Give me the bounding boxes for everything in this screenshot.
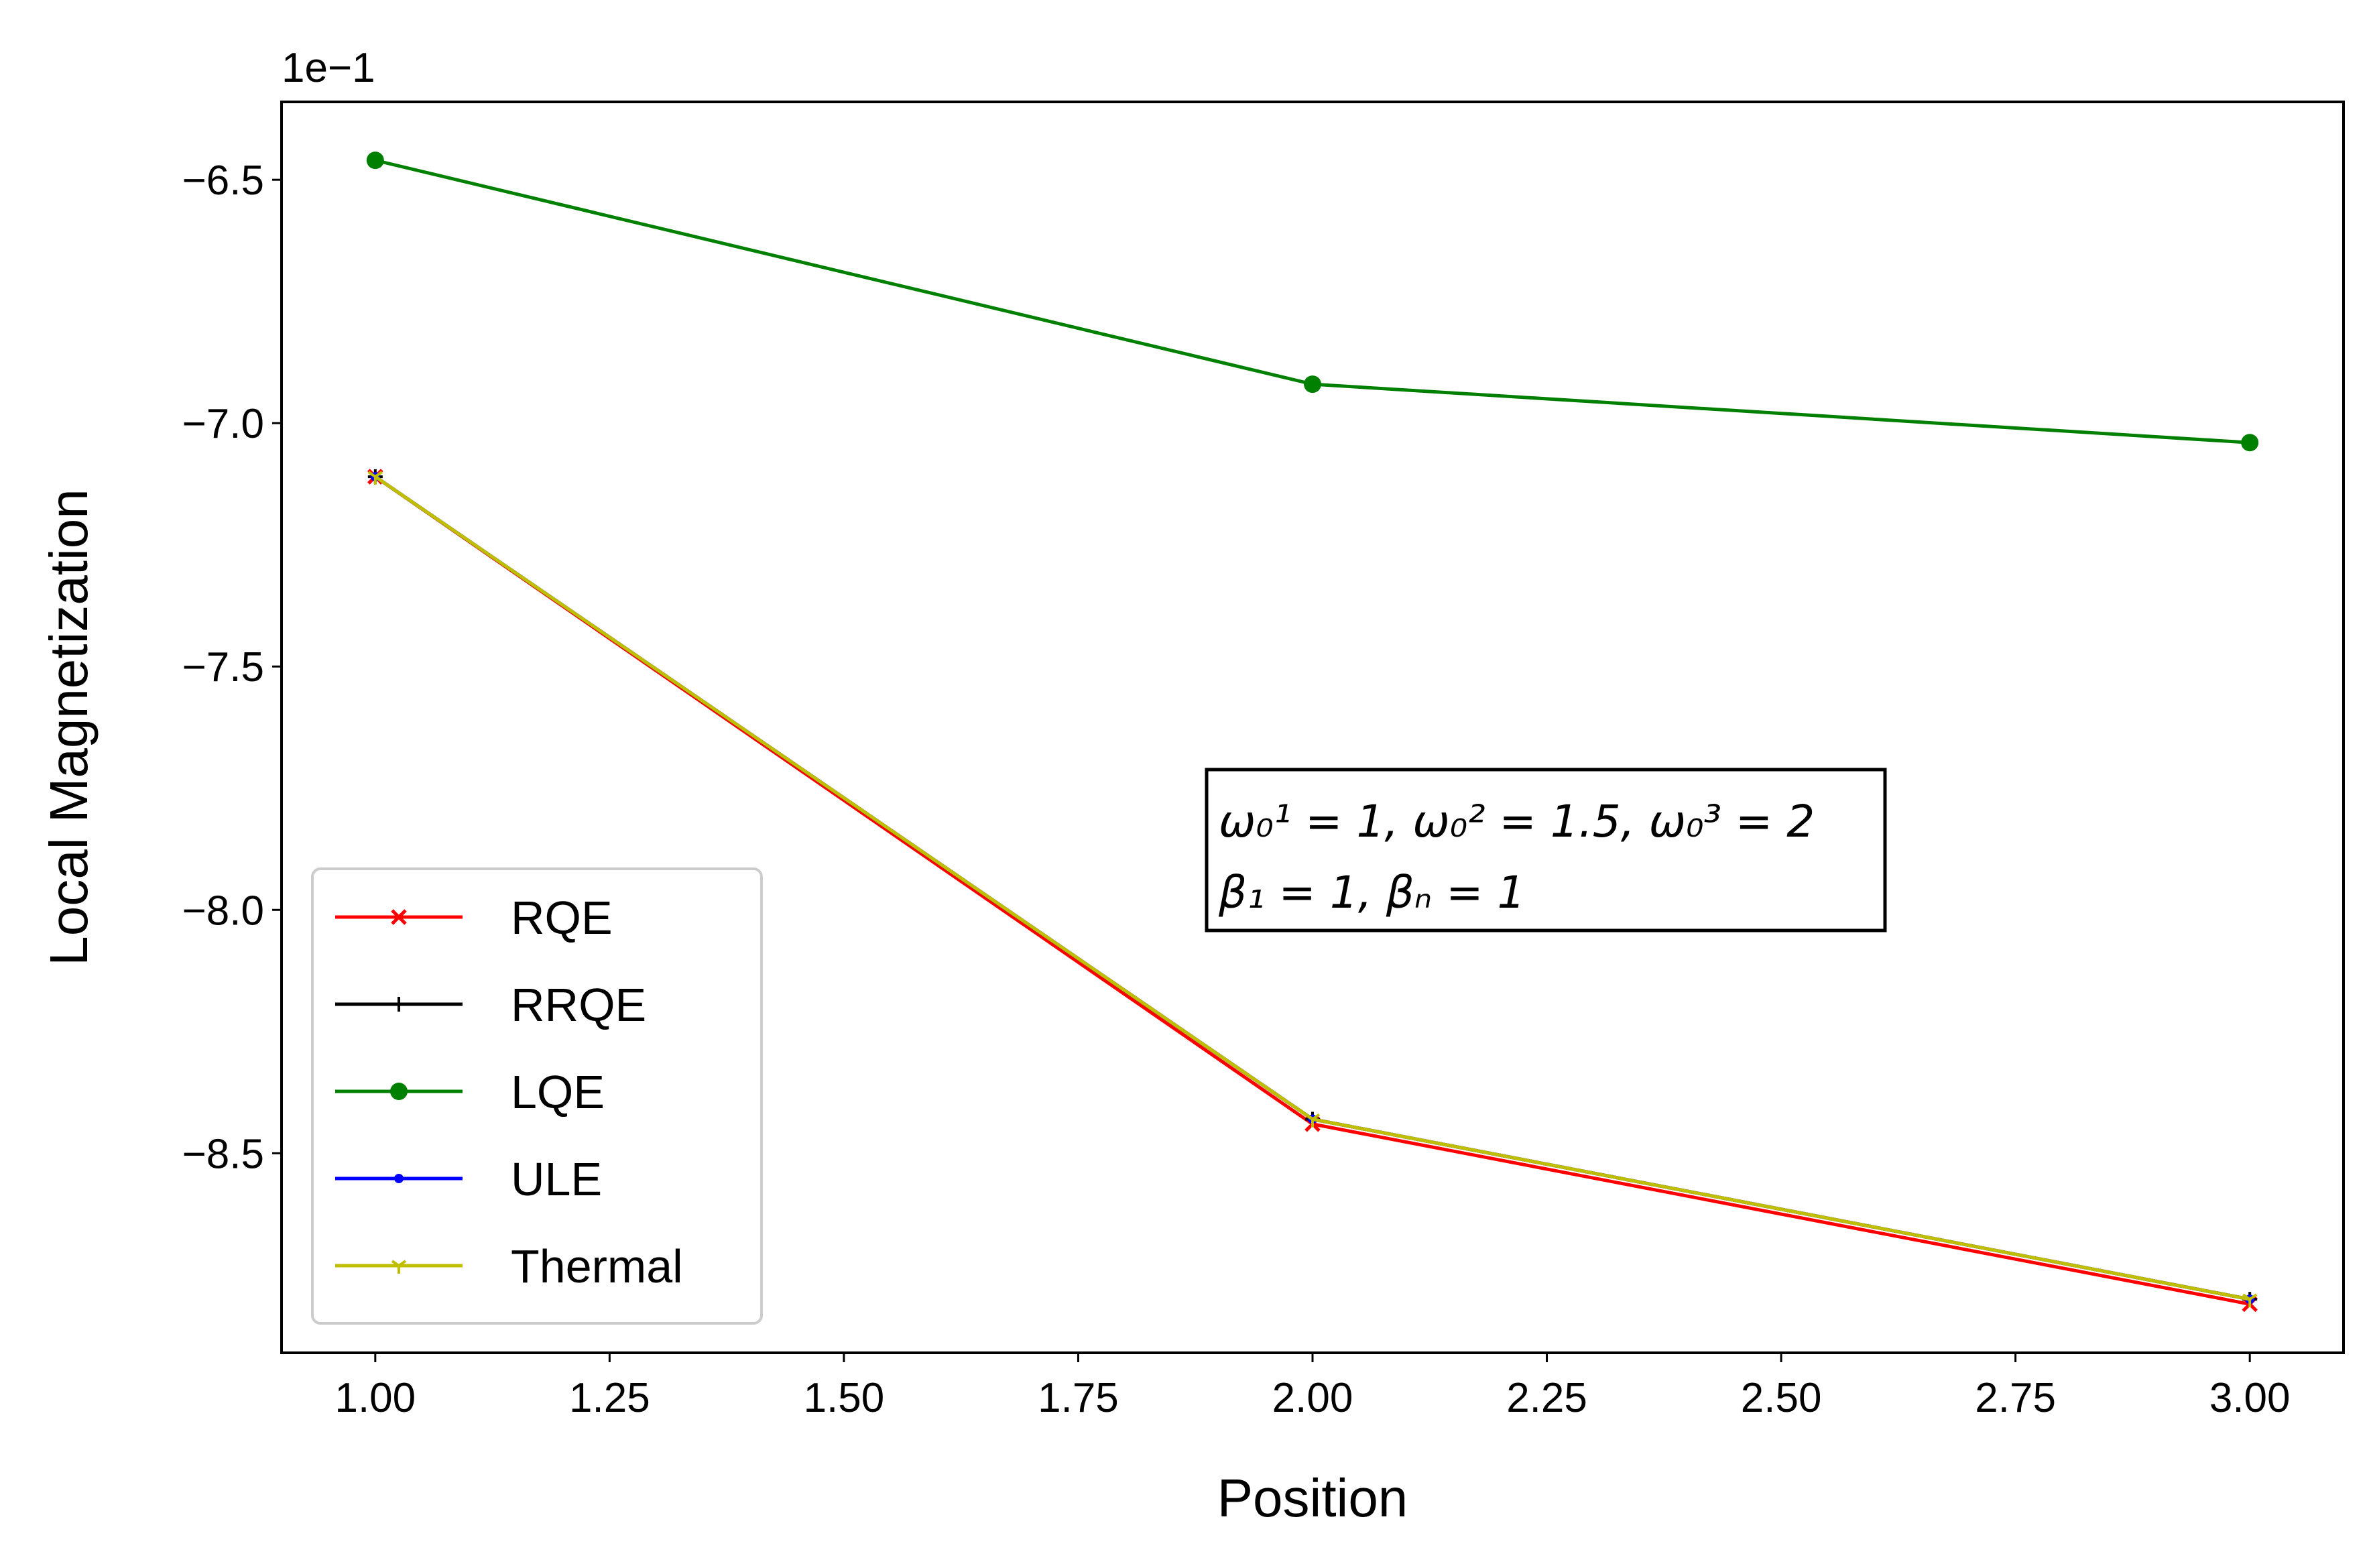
legend-marker-thermal (391, 1260, 407, 1274)
legend-label-lqe: LQE (511, 1066, 605, 1118)
y-offset-label: 1e−1 (282, 45, 375, 91)
data-point-lqe (2241, 434, 2259, 452)
x-tick-label: 2.75 (1975, 1375, 2056, 1421)
data-point-thermal (1304, 1113, 1321, 1128)
x-tick-label: 1.75 (1038, 1375, 1119, 1421)
parameter-annotation: ω₀¹ = 1, ω₀² = 1.5, ω₀³ = 2 β₁ = 1, βₙ =… (1205, 768, 1887, 932)
annotation-line-2: β₁ = 1, βₙ = 1 (1218, 867, 1526, 918)
x-tick-label: 2.50 (1741, 1375, 1822, 1421)
legend-entry-rrqe: RRQE (335, 979, 646, 1031)
data-point-thermal (367, 471, 383, 485)
legend-label-thermal: Thermal (511, 1240, 683, 1292)
legend-marker-lqe (390, 1083, 408, 1100)
legend-entry-thermal: Thermal (335, 1240, 683, 1292)
legend-frame (311, 867, 763, 1325)
y-axis-title: Local Magnetization (39, 489, 99, 966)
legend-entry-lqe: LQE (335, 1066, 605, 1118)
legend-label-ule: ULE (511, 1153, 602, 1205)
marks-layer (366, 152, 2259, 1313)
x-tick-label: 1.50 (804, 1375, 885, 1421)
data-point-lqe (366, 152, 384, 170)
y-tick-label: −7.5 (182, 644, 264, 690)
legend-marker-rqe (391, 909, 407, 925)
legend-entry-ule: ULE (335, 1153, 602, 1205)
annotation-line-1: ω₀¹ = 1, ω₀² = 1.5, ω₀³ = 2 (1219, 796, 1815, 847)
x-axis-title: Position (1217, 1468, 1408, 1528)
data-point-thermal (2242, 1293, 2258, 1308)
y-tick-label: −7.0 (182, 401, 264, 447)
y-tick-label: −6.5 (182, 158, 264, 204)
legend-entry-rqe: RQE (335, 892, 613, 944)
legend-label-rqe: RQE (511, 892, 613, 944)
legend: RQE RRQE LQE ULE Thermal (311, 867, 763, 1325)
legend-marker-ule (394, 1174, 404, 1183)
legend-marker-rrqe (391, 997, 406, 1012)
legend-label-rrqe: RRQE (511, 979, 646, 1031)
legend-entries: RQE RRQE LQE ULE Thermal (335, 892, 683, 1292)
x-ticks: 1.00 1.25 1.50 1.75 2.00 2.25 2.50 2.75 3.00 (335, 1353, 2291, 1421)
y-ticks: −6.5 −7.0 −7.5 −8.0 −8.5 (182, 158, 282, 1177)
x-tick-label: 3.00 (2209, 1375, 2291, 1421)
y-tick-label: −8.5 (182, 1131, 264, 1177)
annotation-box (1205, 768, 1887, 932)
series-thermal (367, 471, 2258, 1308)
x-tick-label: 1.25 (569, 1375, 650, 1421)
x-tick-label: 2.00 (1272, 1375, 1353, 1421)
data-point-lqe (1304, 375, 1321, 394)
x-tick-label: 2.25 (1506, 1375, 1587, 1421)
x-tick-label: 1.00 (335, 1375, 416, 1421)
y-tick-label: −8.0 (182, 888, 264, 934)
series-lqe (366, 152, 2259, 452)
